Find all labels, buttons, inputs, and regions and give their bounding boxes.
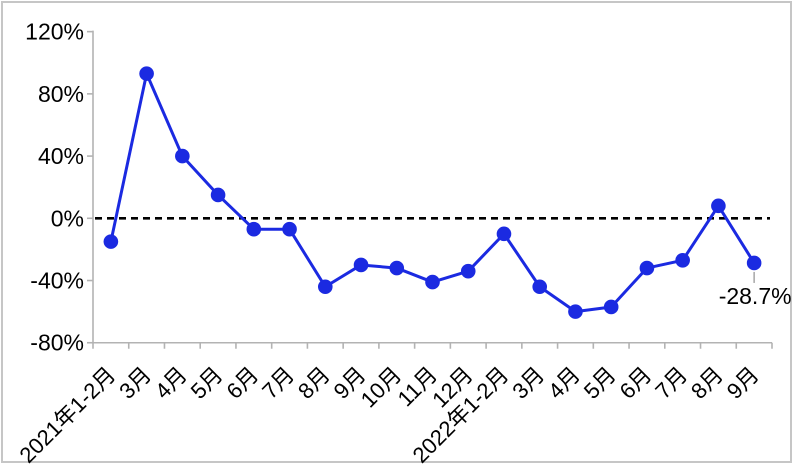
data-point-marker [354, 258, 369, 273]
x-tick-label: 3月 [114, 362, 156, 404]
data-point-marker [532, 279, 547, 294]
data-point-marker [640, 261, 655, 276]
data-point-marker [104, 234, 119, 249]
data-point-marker [711, 199, 726, 214]
x-tick-label: 8月 [686, 362, 728, 404]
data-point-marker [425, 275, 440, 290]
y-tick-label: 0% [51, 205, 84, 231]
x-tick-label: 4月 [150, 362, 192, 404]
x-tick-label: 5月 [579, 362, 621, 404]
x-tick-label: 8月 [293, 362, 335, 404]
y-tick-label: 80% [38, 81, 84, 107]
y-tick-label: 40% [38, 143, 84, 169]
data-point-marker [175, 149, 190, 164]
data-point-marker [604, 300, 619, 315]
data-point-marker [389, 261, 404, 276]
y-tick-label: -80% [30, 330, 84, 356]
data-point-marker [247, 222, 262, 237]
data-point-marker [318, 279, 333, 294]
data-point-marker [675, 253, 690, 268]
data-point-marker [282, 222, 297, 237]
data-point-marker [461, 264, 476, 279]
x-tick-label: 3月 [507, 362, 549, 404]
annotation-label: -28.7% [719, 283, 792, 309]
x-tick-label: 7月 [257, 362, 299, 404]
x-tick-label: 9月 [722, 362, 764, 404]
y-tick-label: -40% [30, 268, 84, 294]
line-chart: 120%80%40%0%-40%-80%2021年1-2月3月4月5月6月7月8… [0, 0, 795, 469]
x-tick-label: 2021年1-2月 [15, 362, 121, 468]
x-tick-label: 4月 [543, 362, 585, 404]
x-tick-label: 7月 [650, 362, 692, 404]
x-tick-label: 6月 [221, 362, 263, 404]
data-point-marker [747, 256, 762, 271]
y-tick-label: 120% [25, 19, 84, 45]
data-point-marker [568, 304, 583, 319]
data-point-marker [497, 227, 512, 242]
data-point-marker [211, 188, 226, 203]
data-point-marker [139, 66, 154, 81]
x-tick-label: 5月 [186, 362, 228, 404]
chart-container: 120%80%40%0%-40%-80%2021年1-2月3月4月5月6月7月8… [0, 0, 795, 469]
x-tick-label: 6月 [615, 362, 657, 404]
